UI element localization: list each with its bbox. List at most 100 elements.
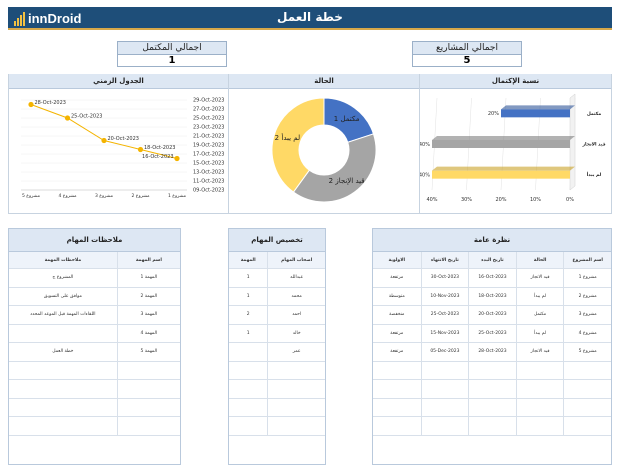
table-cell	[9, 325, 117, 343]
column-header: الاولوية	[388, 258, 406, 263]
timeline-point	[101, 137, 107, 144]
table-cell	[420, 380, 469, 398]
status-slice-label: قيد الإنجاز 2	[329, 177, 365, 185]
column-header: ملاحظات المهمة	[44, 258, 82, 263]
notes-table: ملاحظات المهام ملاحظات المهمة اسم المهمة ا…	[8, 228, 181, 465]
table-cell: اللقاءات المهمة قبل الموعد المحدد	[30, 312, 96, 317]
column-header: اسم المشروع	[563, 252, 611, 268]
logo-text: innDroid	[28, 11, 82, 26]
completion-bar	[432, 140, 570, 148]
completion-bar	[501, 109, 570, 118]
app-logo: innDroid	[14, 11, 81, 26]
table-cell	[229, 380, 267, 398]
table-row	[229, 380, 325, 399]
table-cell: مكتمل	[515, 306, 564, 324]
status-slice-label: مكتمل 1	[334, 115, 360, 123]
status-slice-name: مكتمل	[340, 115, 359, 123]
timeline-y-tick: 09-Oct-2023	[193, 188, 224, 194]
table-cell: خطة العمل	[52, 349, 74, 354]
timeline-y-tick: 27-Oct-2023	[193, 107, 224, 113]
table-row: المهمة 4	[9, 324, 180, 343]
table-cell: 20-Oct-2023	[468, 306, 516, 324]
notes-table-title: ملاحظات المهام	[9, 229, 180, 252]
status-slice-name: لم يبدأ	[281, 133, 300, 142]
table-header-row: الاولوية تاريخ الانتهاء تاريخ البدء الحالة ا…	[373, 252, 611, 269]
table-cell: محمد	[267, 287, 325, 305]
table-row	[9, 361, 180, 380]
kpi-completed: اجمالي المكتمل 1	[117, 41, 227, 67]
timeline-chart: 29-Oct-2023 27-Oct-2023 25-Oct-2023 23-Oct-…	[21, 98, 224, 199]
timeline-point	[174, 155, 180, 162]
table-row: اللقاءات المهمة قبل الموعد المحدد المهمة …	[9, 306, 180, 325]
timeline-point-label: 20-Oct-2023	[108, 136, 139, 142]
table-cell: 18-Oct-2023	[468, 287, 516, 305]
table-cell: قيد الانجاز	[515, 343, 564, 361]
table-cell	[515, 380, 564, 398]
completion-x-tick: 10%	[530, 197, 541, 203]
table-cell: 16-Oct-2023	[468, 269, 516, 287]
completion-chart: 40% 30% 20% 10% 0% 20% مكتمل 40% قيد الانجاز 40% ل…	[420, 93, 606, 203]
status-slice-name: قيد الإنجاز	[334, 177, 364, 185]
table-cell	[373, 399, 421, 417]
timeline-panel-title: الجدول الزمني	[9, 74, 228, 89]
table-cell: خالد	[267, 324, 325, 342]
table-cell	[9, 380, 117, 398]
table-cell: 25-Oct-2023	[420, 306, 469, 324]
completion-x-tick: 20%	[495, 197, 506, 203]
table-cell: المهمة 5	[116, 343, 180, 361]
table-row: 1 عبدالله	[229, 269, 325, 288]
table-cell	[9, 362, 117, 380]
table-cell	[9, 417, 117, 435]
completion-x-tick: 40%	[426, 197, 437, 203]
table-cell	[116, 417, 180, 435]
table-row: مرتفعة 15-Nov-2023 25-Oct-2023 لم يبدأ مشروع…	[373, 324, 611, 343]
table-row	[229, 361, 325, 380]
status-slice	[271, 97, 325, 193]
table-cell	[468, 380, 516, 398]
completion-bar-value: 20%	[488, 111, 499, 117]
table-row: خطة العمل المهمة 5	[9, 343, 180, 362]
table-cell: 1	[246, 275, 250, 280]
table-cell: 30-Oct-2023	[420, 269, 469, 287]
timeline-point	[28, 101, 34, 108]
table-row	[229, 417, 325, 436]
table-cell: مشروع 3	[563, 306, 611, 324]
table-cell	[229, 417, 267, 435]
assign-table: تخصيص المهام المهمة اصحاب المهام 1 عبدالله 1…	[228, 228, 326, 465]
status-chart: مكتمل 1 قيد الإنجاز 2 لم يبدأ 2	[271, 97, 377, 203]
timeline-point-label: 16-Oct-2023	[142, 154, 173, 160]
status-slice-label: لم يبدأ 2	[275, 133, 300, 142]
table-cell: لم يبدأ	[515, 287, 564, 305]
table-cell: لم يبدأ	[515, 324, 564, 342]
timeline-point-label: 18-Oct-2023	[144, 145, 175, 151]
completion-category-label: لم يبدأ	[587, 171, 602, 178]
header-bar: innDroid خطة العمل	[8, 7, 612, 30]
kpi-completed-label: اجمالي المكتمل	[118, 42, 226, 55]
table-row	[9, 398, 180, 417]
completion-bar	[432, 170, 570, 179]
timeline-y-tick: 21-Oct-2023	[193, 134, 224, 140]
status-panel-title: الحالة	[229, 74, 419, 89]
timeline-x-tick: مشروع 1	[168, 193, 187, 199]
table-row	[373, 417, 611, 436]
table-cell	[515, 417, 564, 435]
kpi-completed-value: 1	[168, 55, 176, 66]
table-cell: مشروع 4	[563, 324, 611, 342]
table-cell	[468, 361, 516, 379]
table-row: متوسطة 10-Nov-2023 18-Oct-2023 لم يبدأ مشروع…	[373, 287, 611, 306]
timeline-point-label: 28-Oct-2023	[35, 100, 66, 106]
completion-axis-wall	[569, 93, 576, 191]
table-row	[9, 380, 180, 399]
table-header-row: ملاحظات المهمة اسم المهمة	[9, 252, 180, 269]
completion-category-label: مكتمل	[587, 111, 601, 117]
column-header: تاريخ الانتهاء	[420, 252, 469, 268]
table-cell	[563, 417, 611, 435]
table-row: 2 احمد	[229, 306, 325, 325]
table-cell: احمد	[267, 306, 325, 324]
table-cell: 05-Dec-2023	[420, 343, 469, 361]
column-header: اصحاب المهام	[267, 252, 325, 268]
timeline-y-tick: 25-Oct-2023	[193, 116, 224, 122]
table-cell: المهمة 4	[116, 324, 180, 342]
column-header: تاريخ البدء	[468, 252, 516, 268]
